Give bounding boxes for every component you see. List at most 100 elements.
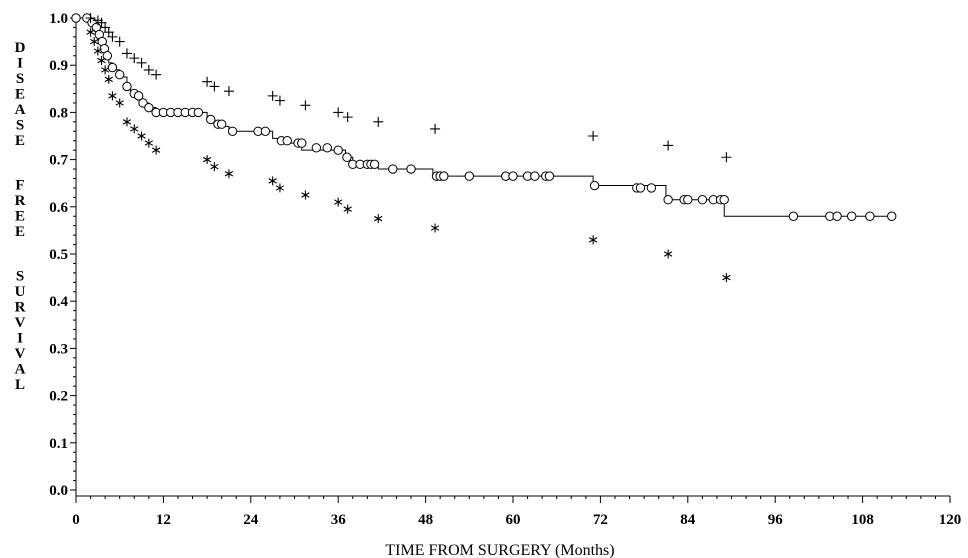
censor-circle-marker xyxy=(311,143,322,153)
plus-marker xyxy=(342,112,353,123)
censor-circle-marker xyxy=(719,195,729,205)
y-axis-label-letter: L xyxy=(15,377,25,393)
y-axis-label-letter: A xyxy=(15,362,26,378)
censor-circle-marker xyxy=(865,211,875,221)
y-axis-label-letter: R xyxy=(15,300,26,316)
censor-circle-marker xyxy=(846,211,857,221)
asterisk-marker xyxy=(130,124,139,134)
asterisk-marker xyxy=(151,145,161,155)
y-axis-label-letter: A xyxy=(15,102,26,118)
censor-circle-marker xyxy=(369,159,380,170)
censor-circle-marker xyxy=(297,138,307,148)
censor-circle-marker xyxy=(887,211,897,221)
y-axis-label-letter: E xyxy=(15,209,25,225)
x-tick-label: 0 xyxy=(72,512,80,528)
plus-marker xyxy=(121,48,132,59)
y-tick-label: 0.5 xyxy=(49,247,68,263)
asterisk-marker xyxy=(115,98,124,108)
censor-circle-marker xyxy=(544,171,555,181)
asterisk-marker xyxy=(90,37,99,47)
plus-marker xyxy=(107,31,118,42)
asterisk-marker xyxy=(430,223,440,233)
asterisk-marker xyxy=(202,155,212,165)
censor-circle-marker xyxy=(635,183,646,193)
asterisk-marker xyxy=(343,204,352,214)
y-tick-label: 0.3 xyxy=(49,341,68,357)
plus-marker xyxy=(85,13,96,23)
censor-circle-marker xyxy=(388,164,398,174)
axes: 0 12 24 36 48 60 72 84 96 108 120 0.0 0.1 0.2 0.3 0.4 0.… xyxy=(49,11,961,528)
y-tick-label: 1.0 xyxy=(49,11,68,27)
censor-circle-marker xyxy=(508,171,518,181)
censor-circle-marker xyxy=(439,171,449,181)
y-axis-label-letter: F xyxy=(15,178,24,194)
x-tick-label: 108 xyxy=(851,512,874,528)
plot-area xyxy=(71,13,897,283)
y-axis-label-letter: V xyxy=(15,346,26,362)
asterisk-marker xyxy=(301,190,310,200)
y-tick-label: 0.1 xyxy=(49,436,68,452)
censor-circle-marker xyxy=(832,211,842,221)
censor-circle-marker xyxy=(697,195,708,205)
censor-circle-marker xyxy=(683,195,693,205)
asterisk-marker xyxy=(93,46,103,56)
asterisk-marker xyxy=(334,197,343,207)
censor-circle-marker xyxy=(530,171,540,181)
censor-circle-marker xyxy=(216,119,227,129)
x-axis-label: TIME FROM SURGERY (Months) xyxy=(385,542,614,558)
censor-circle-marker xyxy=(342,152,352,162)
x-tick-label: 12 xyxy=(156,512,171,528)
y-axis-label-letter: E xyxy=(15,224,25,240)
asterisk-marker xyxy=(275,183,285,193)
plus-marker xyxy=(333,107,344,118)
censor-circle-marker xyxy=(406,164,416,174)
censor-circle-marker xyxy=(282,136,292,146)
y-axis-label-letter: U xyxy=(15,284,26,300)
y-axis-label-letter: S xyxy=(16,71,24,87)
censor-circle-marker xyxy=(322,143,332,153)
asterisk-marker xyxy=(86,27,95,37)
censor-circle-marker xyxy=(107,62,118,73)
plus-marker xyxy=(721,152,732,163)
plus-marker xyxy=(114,36,125,47)
asterisk-marker xyxy=(588,235,598,245)
x-tick-label: 72 xyxy=(593,512,608,528)
censor-circle-marker xyxy=(102,51,113,61)
censor-circle-marker xyxy=(333,145,343,155)
plus-marker xyxy=(373,116,384,127)
y-axis-label-letter: V xyxy=(15,315,26,331)
plus-marker xyxy=(129,53,140,64)
y-axis-label-letter: D xyxy=(15,40,26,56)
asterisk-marker xyxy=(663,249,673,259)
y-tick-label: 0.0 xyxy=(49,483,68,499)
censor-circle-marker xyxy=(646,183,657,193)
y-axis-label-letter: R xyxy=(15,193,26,209)
asterisk-marker xyxy=(100,65,110,75)
asterisk-marker xyxy=(224,169,234,179)
asterisk-marker xyxy=(210,162,219,172)
plus-marker xyxy=(223,86,234,97)
y-axis-label-letter: S xyxy=(16,118,24,134)
asterisk-marker xyxy=(97,55,106,65)
asterisk-marker xyxy=(268,176,277,186)
censor-circle-marker xyxy=(133,91,144,101)
censor-circle-marker xyxy=(464,171,474,181)
censor-circle-marker xyxy=(193,107,204,118)
censor-circle-marker xyxy=(788,211,799,221)
asterisk-marker xyxy=(374,214,383,224)
survival-step-line xyxy=(76,17,892,217)
plus-marker xyxy=(202,76,213,87)
y-axis-label-letter: I xyxy=(17,56,23,72)
censor-circle-marker xyxy=(663,195,673,205)
plus-marker xyxy=(588,131,599,141)
censor-circle-marker xyxy=(260,126,271,136)
plus-marker xyxy=(663,140,674,151)
y-tick-label: 0.4 xyxy=(49,294,68,310)
censor-circle-marker xyxy=(144,102,154,113)
y-axis-label-letter: I xyxy=(17,331,23,347)
asterisk-marker xyxy=(137,131,146,141)
censor-circle-marker xyxy=(115,69,125,80)
x-tick-label: 24 xyxy=(243,512,259,528)
